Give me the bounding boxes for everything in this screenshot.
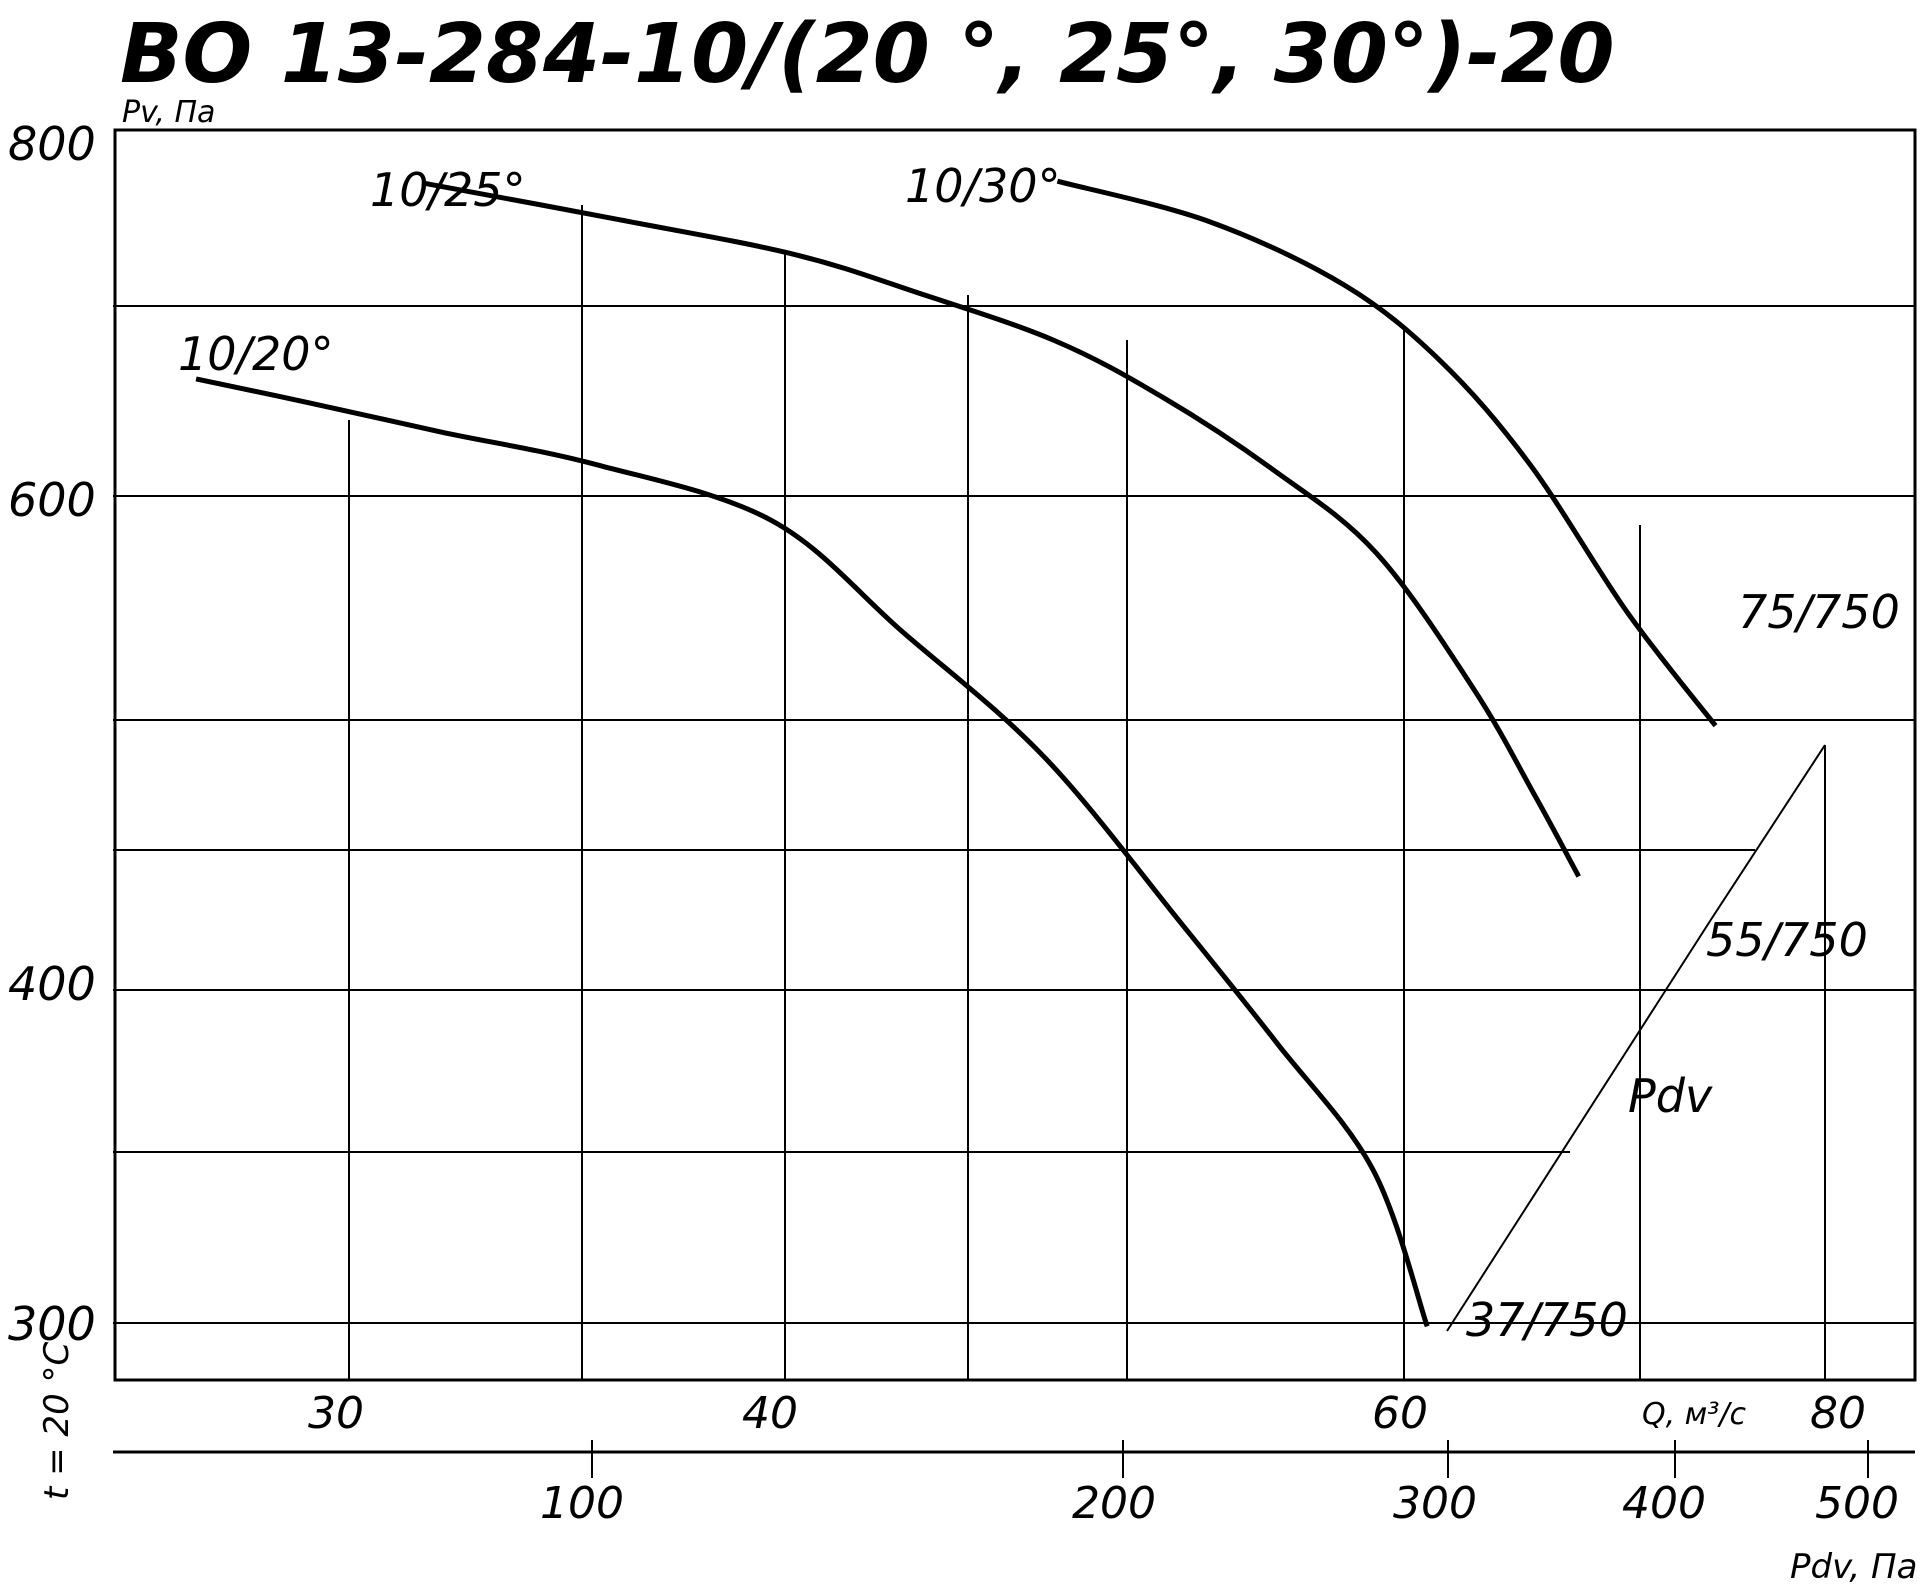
plot-frame xyxy=(113,128,1917,1382)
curve-label: 10/30° xyxy=(905,159,1061,213)
q-tick-labels: 30 40 60 80 xyxy=(308,1388,1866,1439)
pdv-tick-label: 100 xyxy=(540,1478,624,1529)
q-tick-label: 40 xyxy=(742,1388,798,1439)
endpoint-label: 55/750 xyxy=(1706,913,1868,967)
vertical-grid xyxy=(348,205,1826,1380)
pdv-tick-label: 500 xyxy=(1815,1478,1899,1529)
y-tick-label: 600 xyxy=(8,473,96,527)
series-line-2 xyxy=(422,180,1581,878)
curves-layer xyxy=(195,178,1718,1328)
y-axis-label: Pv, Па xyxy=(122,95,215,130)
y-tick-label: 800 xyxy=(8,117,96,171)
chart-title: ВО 13-284-10/(20 °, 25°, 30°)-20 xyxy=(120,7,1615,102)
pdv-line xyxy=(1446,744,1826,1332)
endpoint-label: 37/750 xyxy=(1466,1293,1628,1347)
y-tick-label: 300 xyxy=(8,1297,96,1351)
curve-label: 10/20° xyxy=(178,327,334,381)
pdv-line-label: Pdv xyxy=(1628,1069,1713,1123)
endpoint-label: 75/750 xyxy=(1738,585,1900,639)
pdv-tick-label: 200 xyxy=(1072,1478,1156,1529)
q-tick-label: 80 xyxy=(1810,1388,1866,1439)
y-tick-label: 400 xyxy=(8,957,96,1011)
side-temperature-label: t = 20 °C xyxy=(37,1341,77,1500)
q-tick-label: 30 xyxy=(308,1388,364,1439)
series-line-1 xyxy=(195,376,1430,1328)
curve-label: 10/25° xyxy=(370,163,526,217)
pdv-axis-label: Pdv, Па xyxy=(1790,1547,1917,1587)
pdv-tick-label: 400 xyxy=(1622,1478,1706,1529)
q-tick-label: 60 xyxy=(1372,1388,1428,1439)
pdv-axis-ticks xyxy=(591,1440,1869,1478)
pdv-tick-label: 300 xyxy=(1393,1478,1477,1529)
horizontal-grid xyxy=(113,305,1915,1324)
series-line-3 xyxy=(1056,178,1718,728)
pdv-tick-labels: 100 200 300 400 500 xyxy=(540,1478,1899,1529)
y-tick-labels: 800 600 400 300 xyxy=(8,117,96,1351)
q-axis-label: Q, м³/с xyxy=(1642,1397,1746,1432)
